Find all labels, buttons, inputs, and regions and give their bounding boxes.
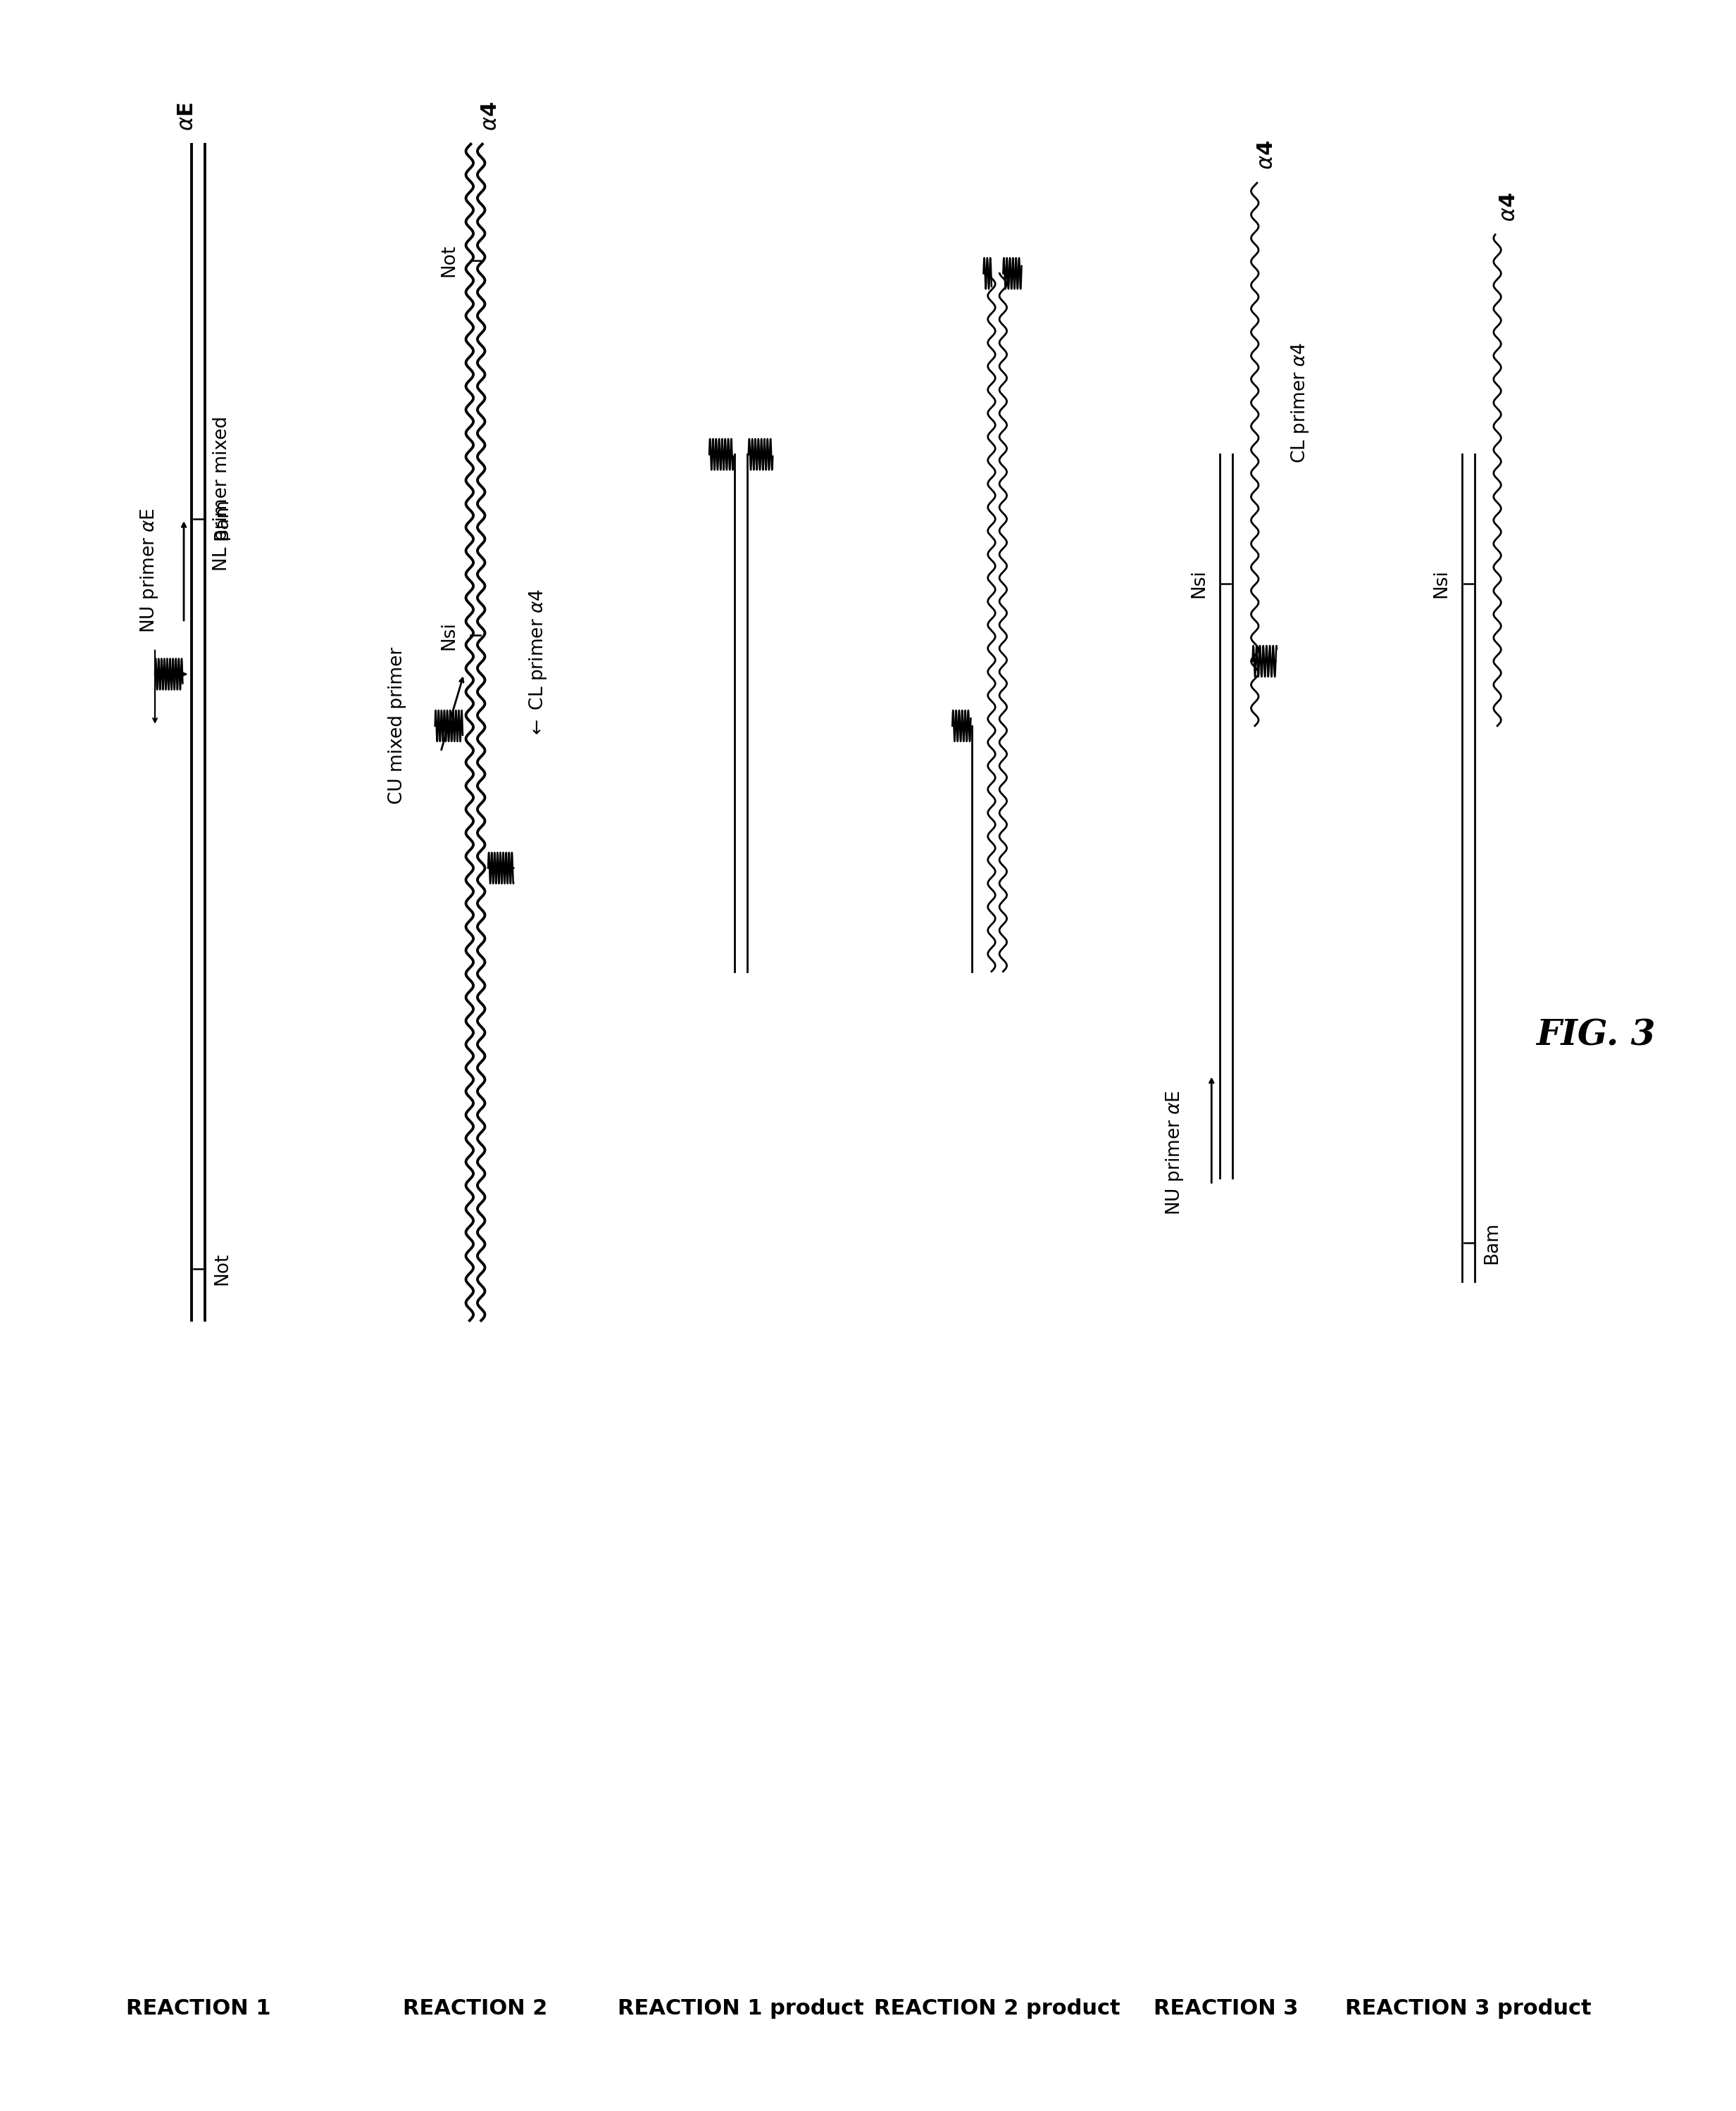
- Text: REACTION 2 product: REACTION 2 product: [875, 1999, 1120, 2018]
- Text: CU mixed primer: CU mixed primer: [387, 648, 406, 804]
- Text: Nsi: Nsi: [439, 621, 458, 650]
- Text: REACTION 1: REACTION 1: [127, 1999, 271, 2018]
- Text: $\alpha$E: $\alpha$E: [177, 103, 198, 131]
- Text: Bam: Bam: [214, 498, 231, 540]
- Text: NL primer mixed: NL primer mixed: [214, 416, 231, 570]
- Text: REACTION 1 product: REACTION 1 product: [618, 1999, 865, 2018]
- Text: REACTION 3: REACTION 3: [1154, 1999, 1299, 2018]
- Text: NU primer $\alpha$E: NU primer $\alpha$E: [1163, 1089, 1186, 1216]
- Text: REACTION 2: REACTION 2: [403, 1999, 549, 2018]
- Text: FIG. 3: FIG. 3: [1536, 1020, 1654, 1053]
- Text: NU primer $\alpha$E: NU primer $\alpha$E: [139, 509, 160, 633]
- Text: $\alpha$4: $\alpha$4: [1498, 192, 1519, 222]
- Text: CL primer $\alpha$4: CL primer $\alpha$4: [1290, 342, 1311, 462]
- Text: $\alpha$4: $\alpha$4: [1257, 141, 1276, 171]
- Text: REACTION 3 product: REACTION 3 product: [1345, 1999, 1592, 2018]
- Text: Nsi: Nsi: [1432, 570, 1451, 597]
- Text: $\leftarrow$ CL primer $\alpha$4: $\leftarrow$ CL primer $\alpha$4: [528, 589, 549, 739]
- Text: Not: Not: [214, 1252, 231, 1286]
- Text: Not: Not: [439, 245, 458, 277]
- Text: Nsi: Nsi: [1189, 570, 1208, 597]
- Text: $\alpha$4: $\alpha$4: [481, 101, 500, 131]
- Text: Bam: Bam: [1483, 1222, 1502, 1264]
